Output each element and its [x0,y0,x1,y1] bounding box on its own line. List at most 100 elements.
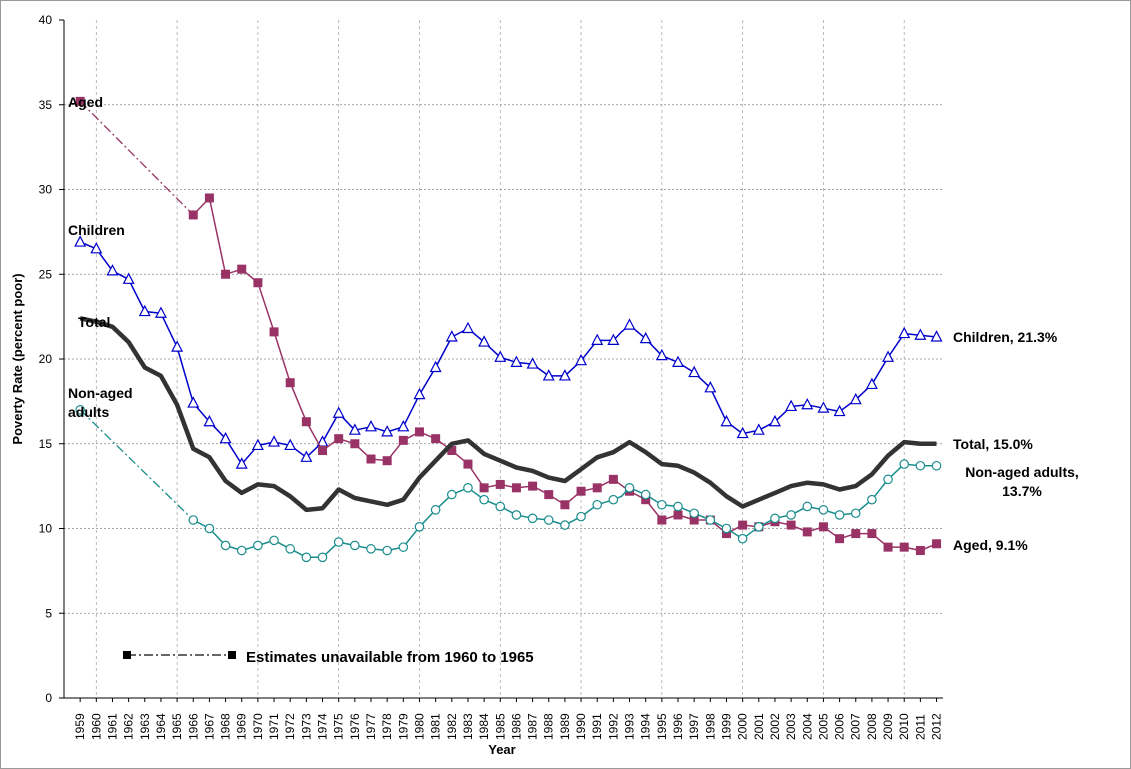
non-aged-adults-point [786,510,796,520]
aged-point [463,459,473,469]
non-aged-adults-point [75,405,85,415]
children-point [655,348,668,361]
x-tick-label: 2011 [913,714,927,740]
total-line [79,316,937,513]
aged-point [366,454,376,464]
aged-point [318,446,328,456]
gap-legend: Estimates unavailable from 1960 to 1965 [123,649,534,666]
y-axis-title: Poverty Rate (percent poor) [10,273,25,444]
non-aged-adults-point [689,508,699,519]
aged-point [204,193,214,203]
x-tick-label: 1995 [655,713,669,740]
children-point [785,399,798,412]
x-tick-label: 1975 [332,713,346,740]
y-tick-label: 30 [39,183,53,197]
children-point [348,423,361,435]
non-aged-adults-point [204,523,215,534]
aged-point [851,529,861,539]
non-aged-adults-point [721,523,732,534]
x-tick-label: 1979 [396,713,410,740]
children-point [332,406,345,418]
x-tick-label: 1965 [170,713,184,740]
non-aged-adults-point [253,540,263,551]
non-aged-adults-point [834,510,845,520]
y-tick-label: 5 [45,606,52,620]
x-tick-label: 1996 [671,713,685,740]
aged-point [221,269,231,279]
children-end-label: Children, 21.3% [953,329,1058,345]
x-tick-label: 1959 [73,713,87,740]
non-aged-adults-point [818,505,829,515]
x-tick-label: 1984 [477,713,491,740]
x-tick-label: 1999 [719,713,733,740]
x-tick-label: 1978 [380,713,394,740]
children-point [461,321,474,334]
x-tick-label: 2003 [784,713,798,740]
x-tick-label: 1962 [122,713,136,740]
children-point [106,264,119,276]
aged-point [786,520,796,530]
aged-point [883,542,893,552]
children-point [284,438,297,451]
aged-point [802,527,812,537]
non-aged-adults-point [479,494,489,505]
non-aged-adults-point [236,545,247,556]
non-aged-adults-point [511,510,522,520]
aged-point [382,456,392,466]
aged-gap-line [79,100,194,216]
children-point [591,333,604,345]
series-lines [74,96,943,563]
x-tick-label: 1966 [186,713,200,740]
total-end-label: Total, 15.0% [953,436,1033,452]
axes: 0 5 10 15 20 25 30 35 40 1959 1960 1961 1962 1963 1964… [39,13,944,740]
non-aged-adults-point [705,515,716,525]
aged-point [414,427,424,437]
aged-point [495,479,505,489]
x-tick-label: 1997 [687,713,701,740]
children-point [752,423,765,435]
non-aged-adults-point [850,508,861,519]
children-point [817,401,830,413]
aged-point [932,539,942,549]
non-aged-adults-point [188,515,199,525]
children-label: Children [68,222,125,238]
children-point [833,404,846,417]
aged-point [350,439,360,449]
x-tick-label: 1982 [445,713,459,740]
children-point [639,331,652,344]
x-tick-label: 1991 [590,713,604,740]
non-aged-adults-point [220,540,231,551]
children-point [607,333,620,345]
aged-point [285,378,295,388]
x-tick-label: 1963 [138,713,152,740]
children-point [768,414,781,427]
children-point [865,377,878,390]
x-tick-label: 1980 [412,713,426,740]
x-tick-label: 1974 [316,713,330,740]
aged-end-label: Aged, 9.1% [953,537,1028,553]
non-aged-adults-point [867,494,877,505]
x-tick-label: 2008 [865,713,879,740]
non-aged-adults-point [673,501,683,512]
x-tick-label: 1998 [703,713,717,740]
aged-label: Aged [68,94,103,110]
x-tick-label: 1968 [219,713,233,740]
x-tick-label: 2012 [930,713,944,740]
non-aged-adults-point [269,535,279,546]
non-aged-adults-point [301,552,312,563]
x-tick-label: 1967 [202,713,216,740]
non-aged-adults-point [430,505,441,515]
children-point [736,426,749,439]
aged-point [188,210,198,220]
x-tick-label: 1961 [105,713,119,740]
x-tick-label: 1960 [89,713,103,740]
non-aged-adults-point [350,540,360,551]
y-tick-label: 35 [39,98,53,112]
non-aged-adults-point [560,520,570,530]
aged-point [301,417,311,427]
children-point [219,431,232,444]
non-aged-adults-point [495,501,506,512]
children-point [478,335,491,347]
gridlines [64,20,943,698]
